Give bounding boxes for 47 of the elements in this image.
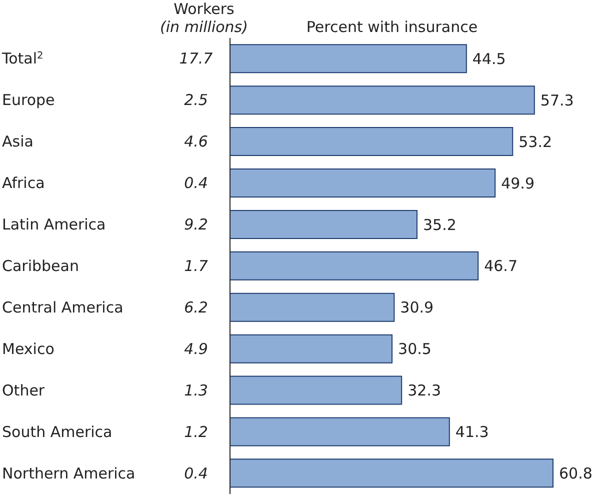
data-label: 30.9	[400, 298, 434, 317]
data-label: 60.8	[559, 464, 592, 483]
bar	[230, 210, 418, 239]
bar	[230, 168, 496, 198]
data-label: 35.2	[423, 216, 456, 234]
y-tick-label: Northern America	[2, 464, 136, 482]
y-tick-label: Europe	[2, 91, 55, 110]
text: 4.6	[184, 132, 208, 151]
data-label: 30.5	[398, 340, 432, 358]
data-label: 32.3	[408, 382, 441, 400]
y-tick-label: Caribbean	[2, 257, 79, 275]
bar	[230, 292, 395, 322]
bar	[230, 86, 535, 115]
bar	[230, 44, 467, 74]
text: 17.7	[179, 50, 214, 68]
x-axis-title: Percent with insurance	[306, 18, 478, 36]
data-label: 57.3	[540, 91, 574, 110]
y-tick-label: Africa	[2, 174, 45, 192]
y-tick-label: Latin America	[2, 216, 106, 234]
text: 1.3	[184, 381, 208, 400]
data-label: 49.9	[501, 174, 534, 192]
data-label: 46.7	[484, 257, 518, 276]
text: 1.2	[184, 422, 208, 441]
y-tick-label: South America	[2, 422, 112, 441]
bar	[230, 127, 514, 156]
text: 2.5	[184, 91, 208, 110]
y-tick-label: Mexico	[2, 340, 54, 358]
text: 9.2	[184, 216, 208, 234]
text: 1.7	[184, 257, 208, 275]
y-tick-label: Total$^{2}$	[1, 50, 44, 68]
data-label: 53.2	[518, 132, 552, 151]
y-axis-title: Workers	[174, 0, 235, 18]
text: 6.2	[184, 298, 208, 316]
text: 0.4	[184, 174, 208, 192]
y-tick-label: Other	[2, 381, 46, 400]
bar	[230, 334, 393, 364]
text: 4.9	[184, 340, 208, 358]
text: (in millions)	[160, 18, 248, 36]
text: 0.4	[184, 464, 208, 482]
data-label: 44.5	[472, 50, 506, 68]
bar	[230, 251, 479, 280]
y-tick-label: Asia	[2, 132, 34, 151]
bar	[230, 417, 450, 446]
bar	[230, 376, 402, 405]
y-tick-label: Central America	[2, 298, 124, 316]
bar	[230, 458, 554, 488]
data-label: 41.3	[455, 423, 489, 442]
